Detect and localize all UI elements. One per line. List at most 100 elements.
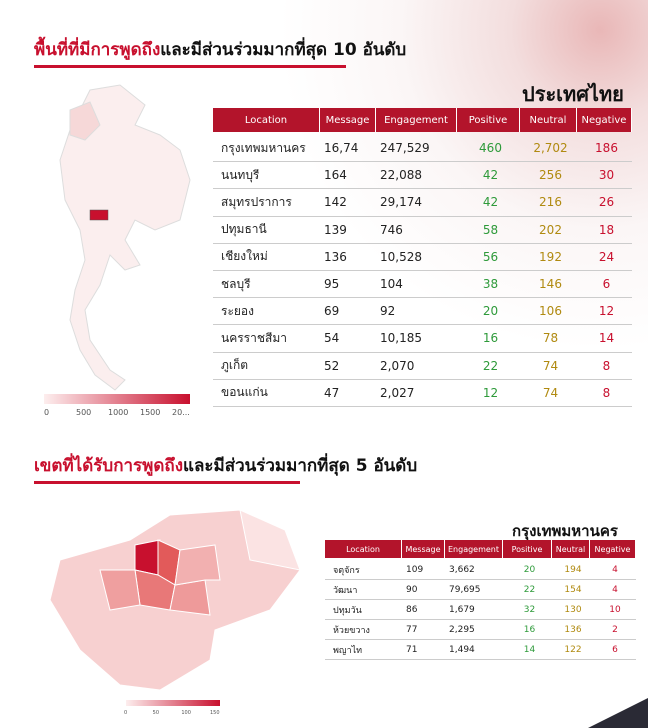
district bbox=[134, 539, 161, 576]
table-cell: 247,529 bbox=[376, 135, 457, 163]
table-cell: 90 bbox=[402, 580, 445, 600]
table-cell: ปทุมวัน bbox=[325, 600, 402, 620]
table-cell: ชลบุรี bbox=[213, 271, 320, 299]
column-header: Positive bbox=[457, 108, 520, 132]
table-cell: 69 bbox=[320, 298, 376, 326]
table-cell: 56 bbox=[457, 244, 520, 271]
title-underline bbox=[34, 481, 300, 484]
column-header: Positive bbox=[503, 540, 552, 558]
header-row: Location Message Engagement Positive Neutral… bbox=[325, 540, 636, 558]
table-cell: 2,702 bbox=[520, 135, 577, 163]
decor-corner bbox=[588, 698, 648, 728]
table-cell: 16 bbox=[503, 620, 552, 640]
legend-tick: 0 bbox=[44, 408, 50, 417]
table-cell: 460 bbox=[457, 135, 520, 163]
table-cell: 4 bbox=[590, 580, 636, 600]
table-row: ภูเก็ต 52 2,070 22 74 8 bbox=[213, 353, 632, 380]
region-label: ประเทศไทย bbox=[522, 82, 624, 106]
table-cell: 42 bbox=[457, 162, 520, 190]
column-header: Engagement bbox=[376, 108, 457, 132]
table-cell: 71 bbox=[402, 640, 445, 660]
table-cell: 1,494 bbox=[445, 640, 503, 660]
table-cell: 136 bbox=[552, 620, 590, 640]
table-cell: 122 bbox=[552, 640, 590, 660]
table-row: ปทุมธานี 139 746 58 202 18 bbox=[213, 217, 632, 244]
table-cell: 22 bbox=[503, 580, 552, 600]
table-cell: 47 bbox=[320, 380, 376, 407]
table-cell: 746 bbox=[376, 217, 457, 244]
bangkok-map bbox=[49, 509, 301, 691]
column-header: Neutral bbox=[552, 540, 590, 558]
table-cell: 24 bbox=[577, 244, 632, 271]
legend-tick: 0 bbox=[124, 710, 128, 716]
table-cell: 10,185 bbox=[376, 325, 457, 353]
table-cell: 2,070 bbox=[376, 353, 457, 380]
table-cell: 216 bbox=[520, 189, 577, 217]
section-title: พื้นที่ที่มีการพูดถึงและมีส่วนร่วมมากที่… bbox=[34, 36, 406, 63]
legend-tick: 1500 bbox=[140, 408, 161, 417]
bangkok-highlight bbox=[89, 209, 109, 221]
table-cell: 77 bbox=[402, 620, 445, 640]
table-row: จตุจักร 109 3,662 20 194 4 bbox=[325, 560, 636, 580]
table-cell: 74 bbox=[520, 353, 577, 380]
region-label: กรุงเทพมหานคร bbox=[512, 522, 618, 540]
table-row: กรุงเทพมหานคร 16,74 247,529 460 2,702 186 bbox=[213, 135, 632, 163]
table-cell: 2,295 bbox=[445, 620, 503, 640]
table-cell: 104 bbox=[376, 271, 457, 299]
table-row: สมุทรปราการ 142 29,174 42 216 26 bbox=[213, 189, 632, 217]
header-row: Location Message Engagement Positive Neutral… bbox=[213, 108, 632, 132]
table-cell: 29,174 bbox=[376, 189, 457, 217]
table-cell: 74 bbox=[520, 380, 577, 407]
table-cell: 52 bbox=[320, 353, 376, 380]
table-cell: 86 bbox=[402, 600, 445, 620]
legend-tick: 150 bbox=[210, 710, 220, 716]
table-cell: 12 bbox=[577, 298, 632, 326]
table-cell: เชียงใหม่ bbox=[213, 244, 320, 271]
table-cell: กรุงเทพมหานคร bbox=[213, 135, 320, 163]
table-row: ห้วยขวาง 77 2,295 16 136 2 bbox=[325, 620, 636, 640]
title-rest: และมีส่วนร่วมมากที่สุด 10 อันดับ bbox=[160, 40, 407, 60]
title-rest: และมีส่วนร่วมมากที่สุด 5 อันดับ bbox=[183, 456, 418, 476]
column-header: Message bbox=[402, 540, 445, 558]
table-cell: 14 bbox=[577, 325, 632, 353]
table-cell: นครราชสีมา bbox=[213, 325, 320, 353]
table-cell: ระยอง bbox=[213, 298, 320, 326]
table-cell: 136 bbox=[320, 244, 376, 271]
table-cell: 139 bbox=[320, 217, 376, 244]
table-row: ขอนแก่น 47 2,027 12 74 8 bbox=[213, 380, 632, 407]
table-cell: 1,679 bbox=[445, 600, 503, 620]
map-legend-bar bbox=[126, 700, 220, 706]
legend-tick: 500 bbox=[76, 408, 92, 417]
table-cell: 4 bbox=[590, 560, 636, 580]
country-shape bbox=[59, 84, 191, 391]
table-cell: 2 bbox=[590, 620, 636, 640]
table-cell: 12 bbox=[457, 380, 520, 407]
map-legend-bar bbox=[44, 394, 190, 404]
table-cell: 6 bbox=[590, 640, 636, 660]
table-cell: 192 bbox=[520, 244, 577, 271]
table-cell: 20 bbox=[457, 298, 520, 326]
table-cell: 8 bbox=[577, 353, 632, 380]
table-row: ระยอง 69 92 20 106 12 bbox=[213, 298, 632, 326]
table-cell: 14 bbox=[503, 640, 552, 660]
title-highlight: พื้นที่ที่มีการพูดถึง bbox=[34, 40, 161, 60]
table-cell: 38 bbox=[457, 271, 520, 299]
table-cell: 106 bbox=[520, 298, 577, 326]
table-cell: 164 bbox=[320, 162, 376, 190]
table-cell: 20 bbox=[503, 560, 552, 580]
table-cell: 26 bbox=[577, 189, 632, 217]
table-cell: นนทบุรี bbox=[213, 162, 320, 190]
column-header: Negative bbox=[577, 108, 632, 132]
table-cell: จตุจักร bbox=[325, 560, 402, 580]
table-cell: 18 bbox=[577, 217, 632, 244]
table-row: วัฒนา 90 79,695 22 154 4 bbox=[325, 580, 636, 600]
table-cell: 92 bbox=[376, 298, 457, 326]
table-cell: 3,662 bbox=[445, 560, 503, 580]
table-cell: สมุทรปราการ bbox=[213, 189, 320, 217]
table-cell: 194 bbox=[552, 560, 590, 580]
legend-tick: 100 bbox=[181, 710, 191, 716]
table-row: นครราชสีมา 54 10,185 16 78 14 bbox=[213, 325, 632, 353]
table-row: เชียงใหม่ 136 10,528 56 192 24 bbox=[213, 244, 632, 271]
table-cell: 95 bbox=[320, 271, 376, 299]
